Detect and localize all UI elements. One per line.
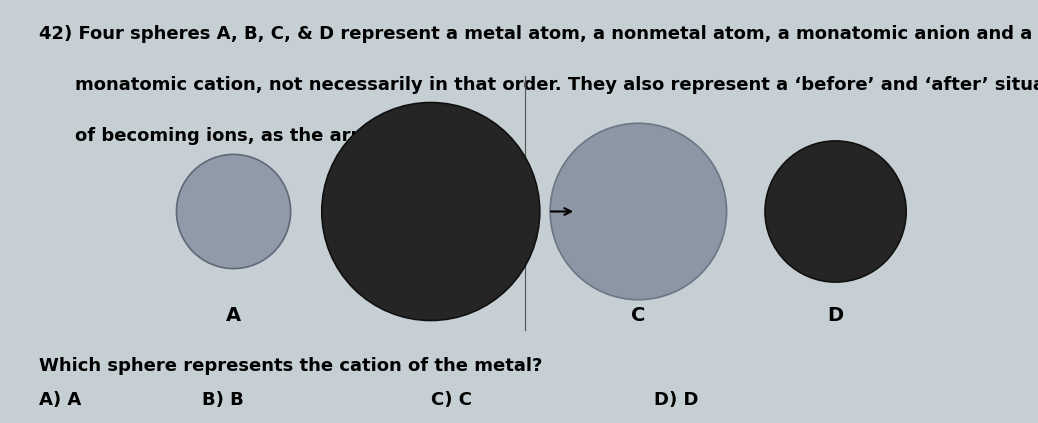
Text: D: D [827, 306, 844, 324]
Ellipse shape [322, 102, 540, 321]
Text: B: B [424, 306, 438, 324]
Text: of becoming ions, as the arrow points out.: of becoming ions, as the arrow points ou… [75, 127, 504, 145]
Ellipse shape [176, 154, 291, 269]
Text: monatomic cation, not necessarily in that order. They also represent a ‘before’ : monatomic cation, not necessarily in tha… [75, 76, 1038, 94]
Text: C: C [631, 306, 646, 324]
Text: A) A: A) A [39, 391, 82, 409]
Ellipse shape [765, 141, 906, 282]
Text: C) C: C) C [431, 391, 471, 409]
Text: A: A [226, 306, 241, 324]
Ellipse shape [550, 123, 727, 300]
Text: 42) Four spheres A, B, C, & D represent a metal atom, a nonmetal atom, a monatom: 42) Four spheres A, B, C, & D represent … [39, 25, 1033, 44]
Text: D) D: D) D [654, 391, 699, 409]
Text: B) B: B) B [202, 391, 244, 409]
Text: Which sphere represents the cation of the metal?: Which sphere represents the cation of th… [39, 357, 543, 376]
